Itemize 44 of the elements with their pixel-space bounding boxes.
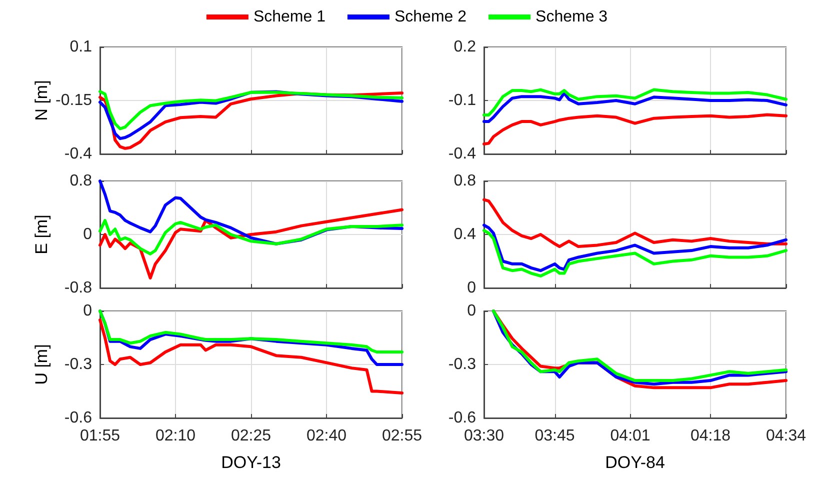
y-axis-title: N [m] [32,80,51,121]
y-tick-label: -0.3 [64,356,92,373]
legend-label: Scheme 1 [253,8,326,26]
y-tick-label: 0.8 [454,172,476,190]
x-tick-label: 02:25 [230,428,272,444]
y-tick-label: -0.1 [448,92,476,109]
y-tick-label: -0.4 [448,146,476,162]
y-tick-label: -0.3 [448,356,476,373]
x-tick-label: 03:30 [464,428,504,444]
y-axis-title: U [m] [32,344,51,385]
x-tick-label: 02:40 [306,428,347,444]
x-tick-label: 01:55 [80,428,120,444]
x-axis-title: DOY-84 [605,453,665,472]
x-tick-label: 02:10 [155,428,196,444]
y-tick-label: 0 [467,302,476,320]
x-axis-title: DOY-13 [221,453,281,472]
y-tick-label: 0.8 [70,172,92,190]
x-tick-label: 03:45 [534,428,575,444]
x-tick-label: 04:18 [690,428,731,444]
y-tick-label: 0 [467,280,476,296]
y-tick-label: 0.1 [70,38,92,56]
x-tick-label: 02:55 [382,428,422,444]
y-tick-label: -0.15 [56,92,92,109]
y-tick-label: 0.4 [454,226,476,243]
line-series [98,90,404,130]
line-series [482,113,788,146]
x-tick-label: 04:34 [766,428,806,444]
y-tick-label: -0.6 [64,410,92,426]
legend-label: Scheme 3 [536,8,608,26]
y-tick-label: 0 [83,226,92,243]
line-series [98,208,404,280]
line-series [482,92,788,124]
y-axis-title: E [m] [32,214,51,254]
y-tick-label: -0.6 [448,410,476,426]
y-tick-label: -0.4 [64,146,92,162]
y-tick-label: -0.8 [64,280,92,296]
line-series [98,318,404,395]
line-series [98,218,404,256]
x-tick-label: 04:01 [610,428,650,444]
legend-label: Scheme 2 [394,8,467,26]
y-tick-label: 0.2 [454,38,476,56]
line-series [482,198,788,248]
y-tick-label: 0 [83,302,92,320]
line-series [482,88,788,116]
